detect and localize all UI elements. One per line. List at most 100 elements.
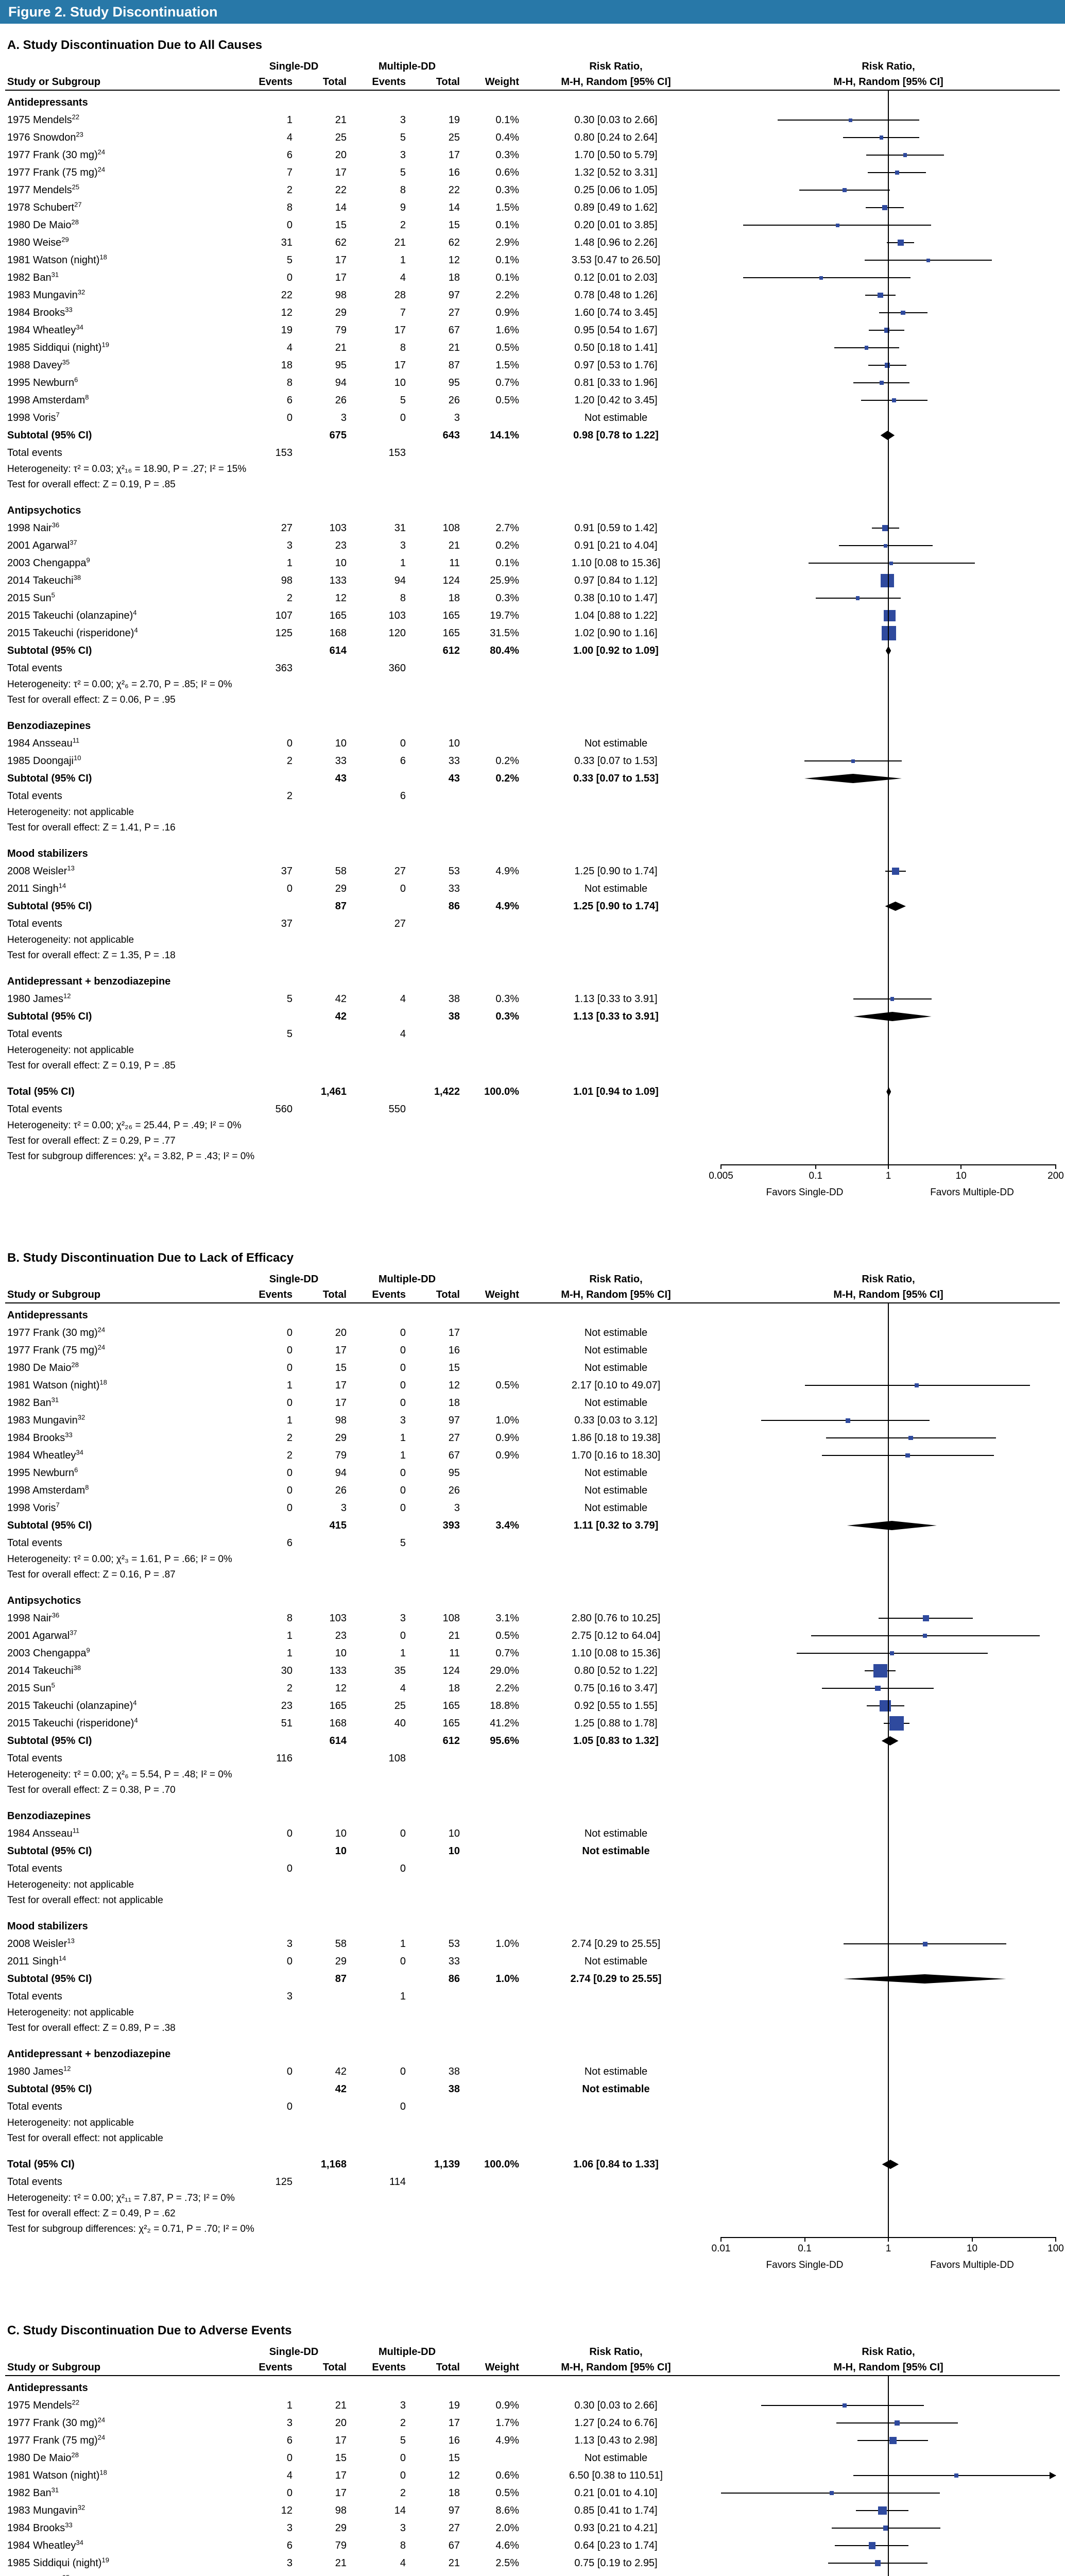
events-single: 3 bbox=[286, 2417, 293, 2429]
reference-superscript: 13 bbox=[67, 1936, 75, 1944]
total-single: 26 bbox=[335, 1484, 347, 1496]
reference-superscript: 34 bbox=[76, 2538, 83, 2546]
events-single: 0 bbox=[286, 272, 293, 283]
total-multiple: 1,139 bbox=[434, 2158, 460, 2170]
note-text: Test for overall effect: Z = 1.41, P = .… bbox=[7, 822, 176, 833]
total-single: 17 bbox=[335, 2487, 347, 2499]
total-multiple: 26 bbox=[448, 1484, 460, 1496]
risk-ratio-text: 0.21 [0.01 to 4.10] bbox=[574, 2487, 658, 2499]
events-multiple: 1 bbox=[400, 1432, 406, 1444]
events-multiple: 8 bbox=[400, 342, 406, 353]
weight-value: 1.6% bbox=[495, 324, 519, 336]
events-single: 0 bbox=[286, 1362, 293, 1374]
total-single: 10 bbox=[335, 737, 347, 749]
study-label-text: 1980 De Maio28 bbox=[7, 217, 79, 231]
risk-ratio-text: 2.74 [0.29 to 25.55] bbox=[571, 1938, 661, 1950]
total-row: Total (95% CI) 1,168 1,139 100.0% 1.06 [0.84… bbox=[0, 2156, 1065, 2173]
events-single: 2 bbox=[286, 790, 293, 802]
total-multiple: 19 bbox=[448, 114, 460, 126]
events-single: 7 bbox=[286, 166, 293, 178]
events-multiple: 27 bbox=[394, 865, 406, 877]
events-single: 22 bbox=[281, 289, 293, 301]
pooled-label: Subtotal (95% CI) bbox=[7, 2083, 92, 2095]
subgroup-name: Mood stabilizers bbox=[7, 848, 88, 859]
risk-ratio-text: 1.70 [0.50 to 5.79] bbox=[574, 149, 658, 161]
risk-ratio-text: Not estimable bbox=[584, 1397, 648, 1409]
reference-superscript: 4 bbox=[133, 608, 137, 616]
events-single: 51 bbox=[281, 1717, 293, 1729]
note-row: Heterogeneity: not applicable bbox=[0, 2005, 1065, 2021]
subgroup-name: Antidepressant + benzodiazepine bbox=[7, 2048, 171, 2060]
point-estimate-square bbox=[884, 327, 889, 333]
study-label-text: 2015 Takeuchi (olanzapine)4 bbox=[7, 1698, 137, 1711]
weight-value: 0.1% bbox=[495, 254, 519, 266]
risk-ratio-text: 1.06 [0.84 to 1.33] bbox=[573, 2158, 659, 2170]
reference-superscript: 31 bbox=[51, 1395, 59, 1403]
events-multiple: 103 bbox=[388, 609, 406, 621]
study-label-text: 1988 Davey35 bbox=[7, 2574, 70, 2576]
subgroup-name: Benzodiazepines bbox=[7, 720, 91, 732]
weight-value bbox=[468, 1464, 519, 1482]
note-text: Test for overall effect: Z = 0.19, P = .… bbox=[7, 1060, 176, 1071]
column-header-row-1: Single-DD Multiple-DD Risk Ratio, Risk Rati… bbox=[0, 1272, 1065, 1287]
risk-ratio-text: 0.64 [0.23 to 1.74] bbox=[574, 2539, 658, 2551]
total-multiple: 165 bbox=[442, 627, 460, 639]
study-row: 2014 Takeuchi38 98 133 94 124 25.9% 0.97 [0.84… bbox=[0, 572, 1065, 589]
weight-value: 18.8% bbox=[490, 1700, 519, 1711]
multiple-dd-header: Multiple-DD bbox=[378, 2346, 436, 2358]
note-text: Test for overall effect: not applicable bbox=[7, 1895, 163, 1906]
risk-ratio-text: Not estimable bbox=[584, 412, 648, 423]
events-multiple: 4 bbox=[400, 1682, 406, 1694]
total-single: 22 bbox=[335, 184, 347, 196]
events-single: 0 bbox=[286, 2487, 293, 2499]
total-multiple: 15 bbox=[448, 2452, 460, 2464]
events-multiple: 6 bbox=[400, 755, 406, 767]
study-label-text: 1982 Ban31 bbox=[7, 2485, 59, 2499]
reference-superscript: 4 bbox=[134, 625, 138, 634]
total-events-row: Total events 37 27 bbox=[0, 915, 1065, 933]
study-name: 2015 Takeuchi (risperidone)4 bbox=[7, 1715, 236, 1732]
events-multiple: 0 bbox=[400, 1827, 406, 1839]
study-row: 2008 Weisler13 3 58 1 53 1.0% 2.74 [0.29 to 25… bbox=[0, 1935, 1065, 1953]
events-multiple: 21 bbox=[394, 236, 406, 248]
total-multiple: 21 bbox=[448, 1630, 460, 1641]
risk-ratio-text: 0.97 [0.84 to 1.12] bbox=[574, 574, 658, 586]
total-single: 17 bbox=[335, 1344, 347, 1356]
subtotal-row: Subtotal (95% CI) 415 393 3.4% 1.11 [0.32 to… bbox=[0, 1517, 1065, 1534]
study-row: 2015 Sun5 2 12 4 18 2.2% 0.75 [0.16 to 3.47] bbox=[0, 1680, 1065, 1697]
risk-ratio-text: Not estimable bbox=[584, 1484, 648, 1496]
total-multiple: 14 bbox=[448, 201, 460, 213]
note-text: Heterogeneity: τ² = 0.00; χ²₁₁ = 7.87, P… bbox=[7, 2193, 235, 2204]
point-estimate-square bbox=[843, 188, 847, 192]
subgroup-name: Antipsychotics bbox=[7, 504, 81, 516]
total-row: Total (95% CI) 1,461 1,422 100.0% 1.01 [0.94… bbox=[0, 1083, 1065, 1100]
weight-value: 1.5% bbox=[495, 201, 519, 213]
total-single: 95 bbox=[335, 359, 347, 371]
study-row: 1988 Davey35 18 95 17 87 1.5% 0.97 [0.53 to 1.… bbox=[0, 357, 1065, 374]
study-label-text: 1998 Amsterdam8 bbox=[7, 1483, 89, 1496]
total-single: 58 bbox=[335, 865, 347, 877]
group-gap bbox=[0, 493, 1065, 502]
total-multiple: 67 bbox=[448, 324, 460, 336]
reference-superscript: 24 bbox=[97, 165, 106, 173]
total-events-label: Total events bbox=[7, 1537, 62, 1549]
risk-ratio-text: 0.80 [0.52 to 1.22] bbox=[574, 1665, 658, 1676]
events-single: 0 bbox=[286, 883, 293, 894]
total-multiple: 165 bbox=[442, 609, 460, 621]
reference-superscript: 10 bbox=[74, 753, 81, 761]
events-multiple: 5 bbox=[400, 394, 406, 406]
subgroup-name: Benzodiazepines bbox=[7, 1810, 91, 1822]
weight-value: 2.2% bbox=[495, 1682, 519, 1694]
total-single: 10 bbox=[335, 1647, 347, 1659]
study-row: 1995 Newburn6 0 94 0 95 Not estimable bbox=[0, 1464, 1065, 1482]
study-row: 1998 Nair36 8 103 3 108 3.1% 2.80 [0.76 to 10.… bbox=[0, 1609, 1065, 1627]
study-row: 1984 Wheatley34 2 79 1 67 0.9% 1.70 [0.16 to 1… bbox=[0, 1447, 1065, 1464]
events-single: 5 bbox=[286, 254, 293, 266]
total-multiple: 62 bbox=[448, 236, 460, 248]
events-multiple: 108 bbox=[388, 1752, 406, 1764]
total-single: 165 bbox=[329, 1700, 347, 1711]
events-single: 5 bbox=[286, 1028, 293, 1040]
total-single: 10 bbox=[335, 557, 347, 569]
subgroup-name: Mood stabilizers bbox=[7, 1920, 88, 1932]
subtotal-row: Subtotal (95% CI) 10 10 Not estimable bbox=[0, 1842, 1065, 1860]
